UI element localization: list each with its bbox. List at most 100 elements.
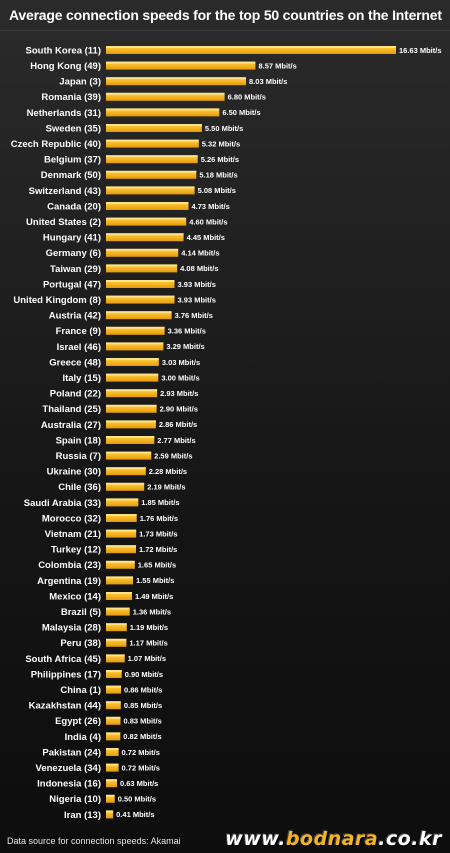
bar-highlight (106, 404, 157, 407)
category-label: Austria (42) (49, 311, 101, 322)
category-label: Spain (18) (56, 435, 101, 446)
bar (106, 389, 158, 398)
category-label: Egypt (26) (55, 716, 101, 727)
value-label: 3.29 Mbit/s (166, 342, 204, 351)
bar (106, 77, 246, 86)
bar (106, 670, 122, 678)
bar (106, 623, 127, 632)
category-label: Malaysia (28) (42, 623, 101, 634)
bar (106, 545, 136, 554)
value-label: 1.49 Mbit/s (135, 592, 173, 601)
value-label: 0.50 Mbit/s (118, 795, 156, 804)
bar-highlight (106, 342, 164, 345)
value-label: 3.93 Mbit/s (178, 280, 216, 289)
bar-highlight (106, 607, 130, 610)
value-label: 2.77 Mbit/s (157, 436, 195, 445)
chart-row: Pakistan (24) 0.72 Mbit/s (42, 747, 160, 758)
bar (106, 701, 121, 710)
bar (106, 560, 135, 569)
category-label: Romania (39) (41, 92, 101, 103)
bar (106, 514, 137, 522)
category-label: Brazil (5) (61, 607, 101, 618)
category-label: China (1) (60, 685, 101, 696)
bar-highlight (106, 77, 246, 80)
category-label: Russia (7) (56, 451, 101, 462)
bar-highlight (106, 217, 187, 220)
value-label: 2.86 Mbit/s (159, 420, 197, 429)
value-label: 0.85 Mbit/s (124, 701, 162, 710)
chart-row: Austria (42) 3.76 Mbit/s (49, 311, 213, 322)
watermark-suffix: .co.kr (378, 828, 442, 850)
chart-row: Venezuela (34) 0.72 Mbit/s (36, 763, 160, 774)
chart-row: Taiwan (29) 4.08 Mbit/s (50, 264, 219, 275)
category-label: Chile (36) (58, 482, 101, 493)
chart-row: Portugal (47) 3.93 Mbit/s (43, 279, 216, 290)
category-label: Greece (48) (49, 357, 101, 368)
bar-highlight (106, 467, 146, 470)
bars-group: South Korea (11) 16.63 Mbit/s Hong Kong (4… (11, 45, 442, 820)
bar-highlight (106, 701, 121, 704)
bar (106, 607, 130, 616)
bar-highlight (106, 732, 121, 735)
chart-row: Morocco (32) 1.76 Mbit/s (42, 513, 178, 524)
category-label: Argentina (19) (37, 576, 101, 587)
watermark-prefix: www. (225, 828, 286, 850)
bar-highlight (106, 748, 119, 750)
value-label: 1.85 Mbit/s (141, 498, 179, 507)
chart-row: Argentina (19) 1.55 Mbit/s (37, 576, 174, 587)
bar-highlight (106, 716, 121, 719)
category-label: Germany (6) (46, 248, 101, 259)
value-label: 1.07 Mbit/s (128, 654, 166, 663)
chart-row: Ukraine (30) 2.28 Mbit/s (47, 467, 188, 478)
bar (106, 326, 165, 335)
bar (106, 108, 220, 117)
bar (106, 436, 155, 444)
chart-row: Switzerland (43) 5.08 Mbit/s (29, 186, 236, 197)
bar-highlight (106, 248, 179, 251)
bar (106, 779, 117, 788)
chart-row: Italy (15) 3.00 Mbit/s (62, 373, 199, 384)
bar (106, 794, 115, 803)
category-label: France (9) (56, 326, 101, 337)
bar-highlight (106, 108, 220, 111)
category-label: Ukraine (30) (47, 467, 101, 478)
chart-row: Romania (39) 6.80 Mbit/s (41, 92, 266, 103)
bar (106, 61, 256, 70)
value-label: 3.36 Mbit/s (168, 327, 206, 336)
bar (106, 124, 202, 132)
chart-row: Canada (20) 4.73 Mbit/s (47, 201, 230, 212)
category-label: Peru (38) (60, 638, 101, 649)
bar (106, 576, 133, 585)
chart-row: Sweden (35) 5.50 Mbit/s (46, 123, 244, 134)
value-label: 1.76 Mbit/s (140, 514, 178, 523)
bar (106, 373, 159, 382)
bar (106, 186, 195, 195)
chart-row: Nigeria (10) 0.50 Mbit/s (49, 794, 156, 805)
value-label: 5.50 Mbit/s (205, 124, 243, 133)
chart-row: Poland (22) 2.93 Mbit/s (50, 389, 199, 400)
chart-row: Mexico (14) 1.49 Mbit/s (49, 591, 173, 602)
value-label: 8.03 Mbit/s (249, 77, 287, 86)
bar-highlight (106, 576, 133, 579)
bar (106, 280, 175, 288)
chart-row: South Africa (45) 1.07 Mbit/s (25, 654, 166, 665)
value-label: 8.57 Mbit/s (258, 61, 296, 70)
value-label: 4.14 Mbit/s (181, 249, 219, 258)
data-source-note: Data source for connection speeds: Akama… (7, 836, 181, 846)
value-label: 0.41 Mbit/s (116, 810, 154, 819)
value-label: 1.19 Mbit/s (130, 623, 168, 632)
value-label: 4.45 Mbit/s (187, 233, 225, 242)
category-label: India (4) (65, 732, 101, 743)
chart-row: Czech Republic (40) 5.32 Mbit/s (11, 139, 240, 150)
value-label: 2.59 Mbit/s (154, 451, 192, 460)
value-label: 6.80 Mbit/s (228, 93, 266, 102)
chart-row: Japan (3) 8.03 Mbit/s (59, 77, 287, 88)
bar (106, 92, 225, 101)
category-label: Philippines (17) (31, 669, 101, 680)
bar-highlight (106, 592, 132, 594)
chart-row: Hong Kong (49) 8.57 Mbit/s (30, 61, 297, 72)
category-label: Netherlands (31) (27, 108, 101, 119)
chart-row: Indonesia (16) 0.63 Mbit/s (37, 779, 158, 790)
bar-highlight (106, 451, 152, 454)
category-label: Sweden (35) (46, 123, 101, 134)
